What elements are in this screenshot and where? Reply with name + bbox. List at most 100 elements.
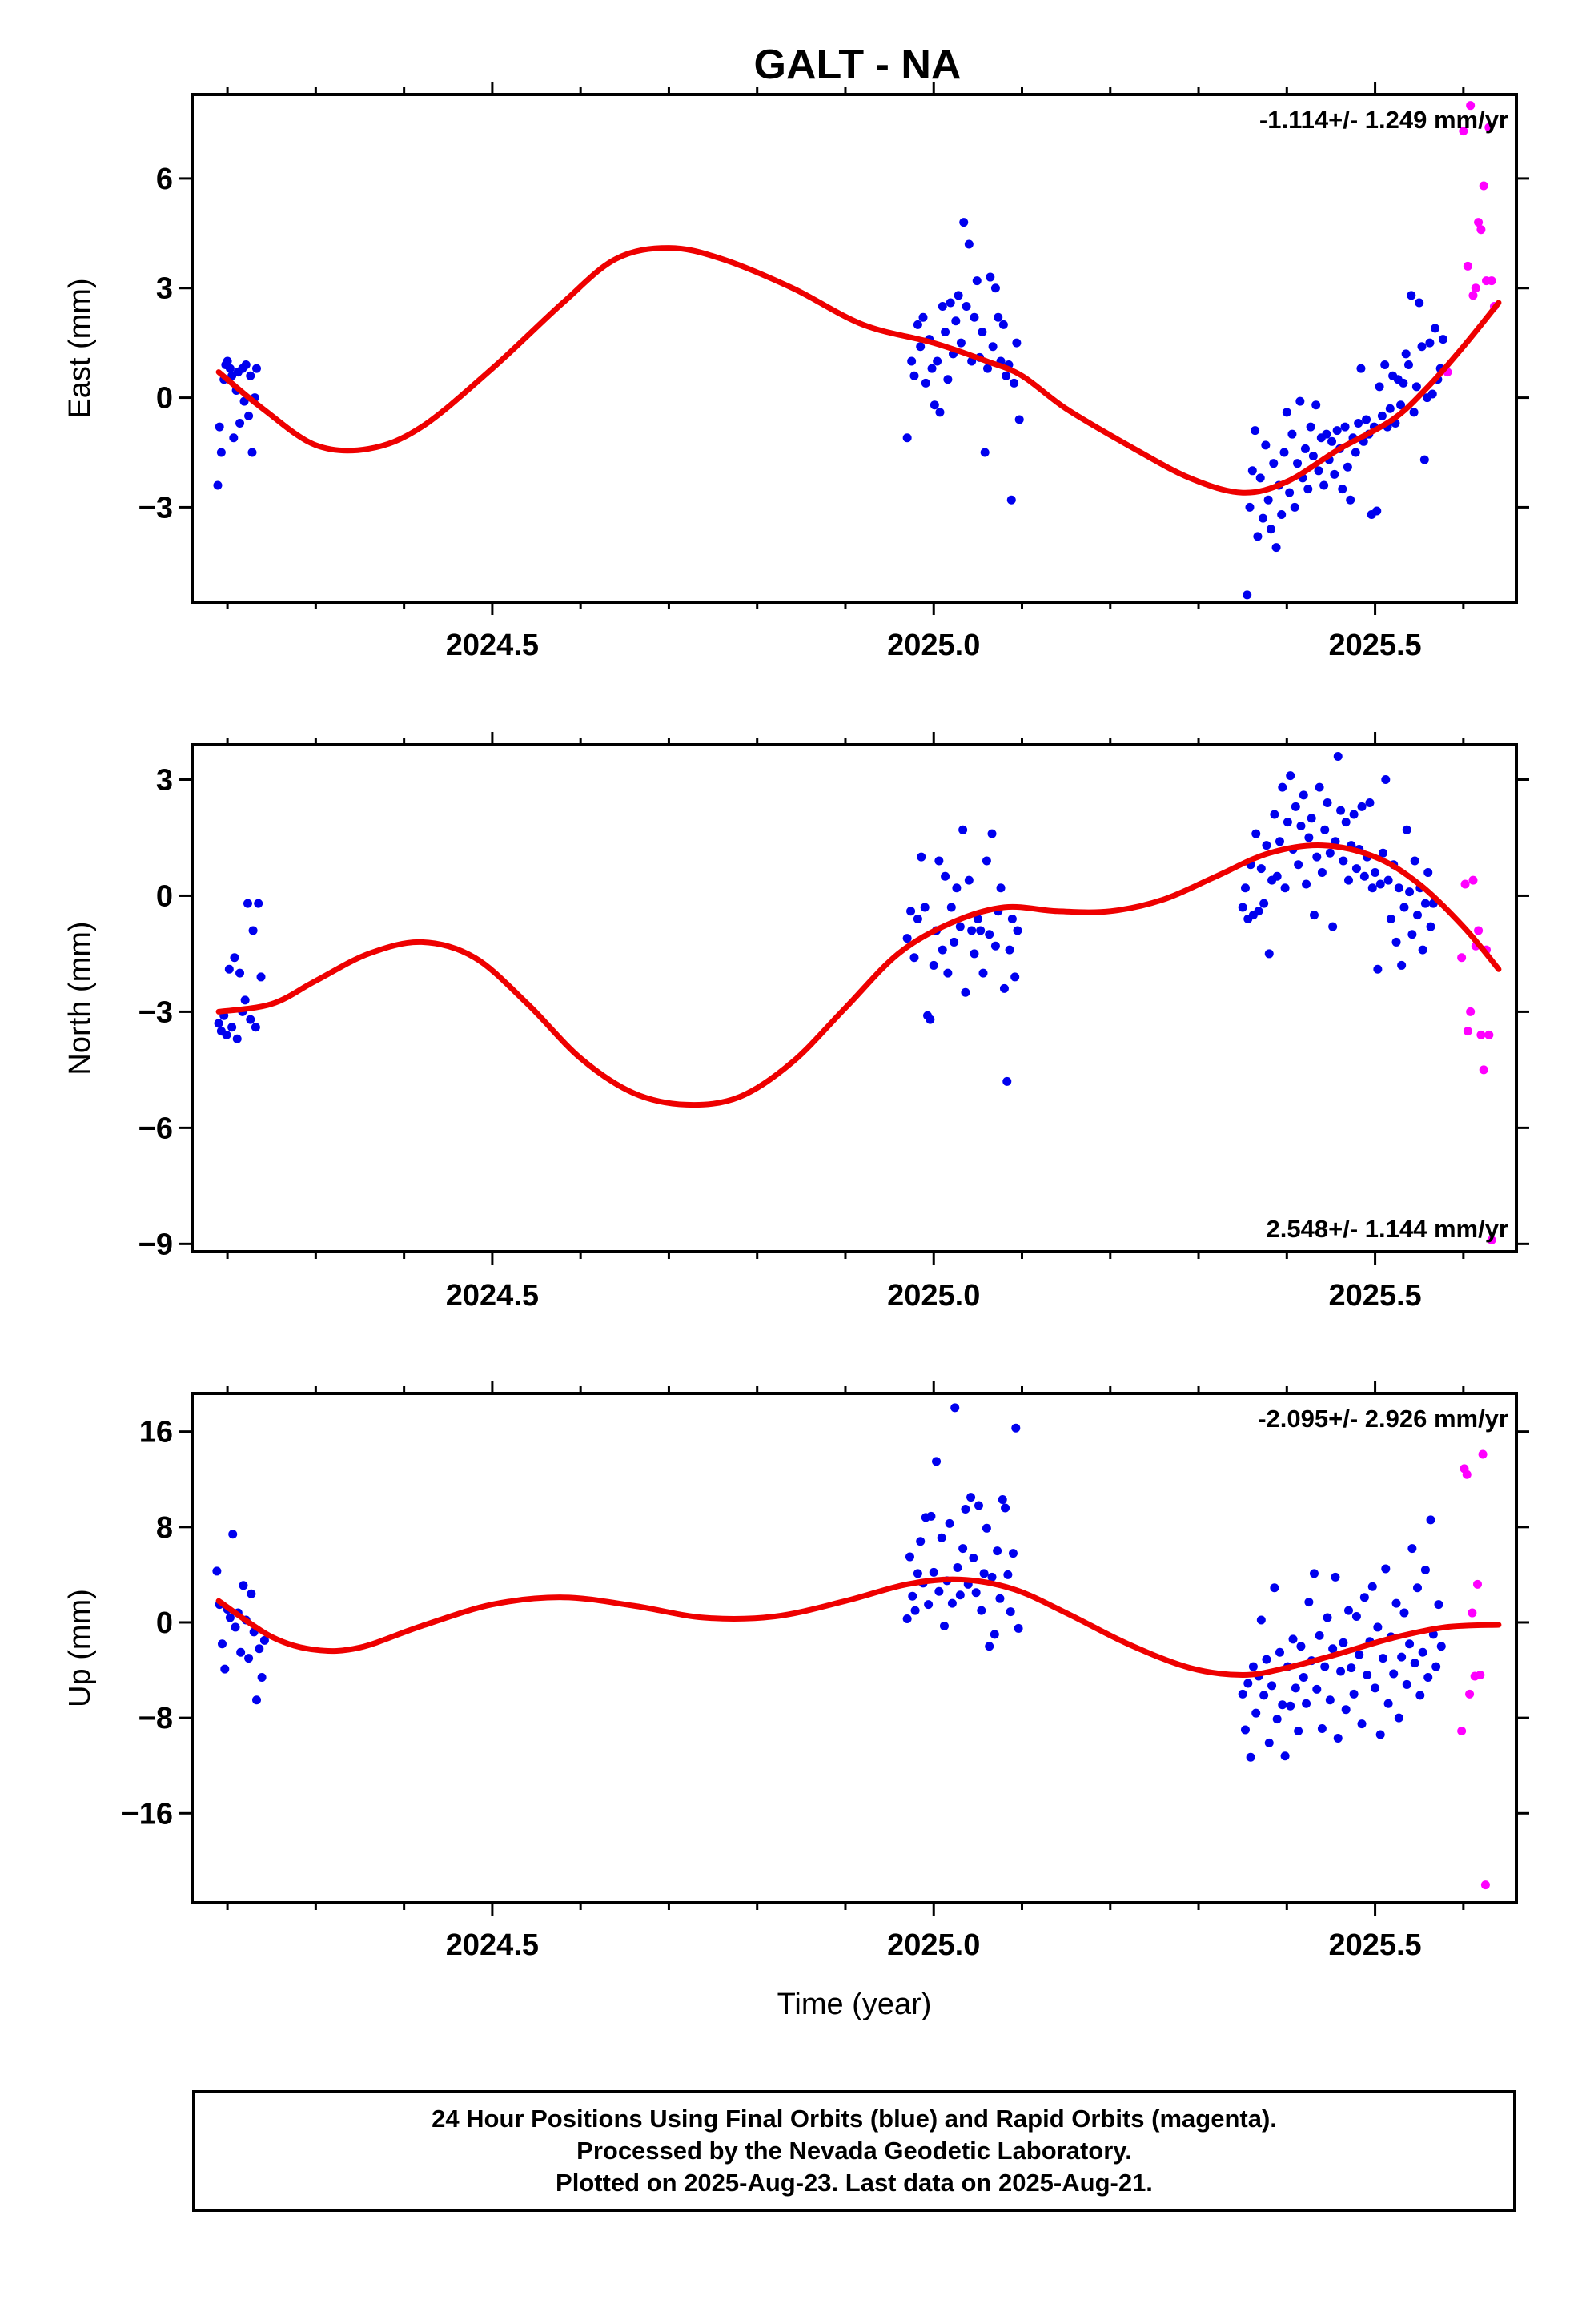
final-orbit-point	[996, 883, 1006, 893]
final-orbit-point	[982, 856, 991, 866]
rapid-orbits-series	[1457, 1449, 1490, 1890]
rapid-orbit-point	[1484, 1030, 1494, 1039]
final-orbit-point	[1308, 452, 1318, 461]
final-orbit-point	[1320, 1662, 1330, 1671]
final-orbit-point	[255, 1644, 264, 1654]
final-orbit-point	[980, 448, 990, 457]
final-orbit-point	[228, 1530, 238, 1539]
final-orbit-point	[1434, 1600, 1443, 1610]
final-orbit-point	[918, 312, 928, 322]
final-orbit-point	[1294, 1727, 1303, 1736]
rapid-orbit-point	[1468, 1608, 1477, 1618]
final-orbit-point	[1272, 871, 1282, 881]
final-orbit-point	[926, 1511, 936, 1521]
final-orbit-point	[1375, 382, 1384, 392]
final-orbit-point	[1409, 408, 1419, 417]
rapid-orbit-point	[1468, 875, 1478, 885]
final-orbit-point	[909, 953, 919, 963]
footer-line-2: Processed by the Nevada Geodetic Laborat…	[576, 2137, 1132, 2165]
final-orbit-point	[970, 312, 979, 322]
final-orbit-point	[1396, 400, 1406, 410]
final-orbit-point	[1264, 1738, 1274, 1747]
final-orbit-point	[1328, 1644, 1338, 1654]
final-orbit-point	[956, 338, 966, 348]
final-orbit-point	[1383, 1699, 1393, 1708]
final-orbit-point	[1407, 291, 1416, 300]
final-orbit-point	[1389, 1669, 1399, 1679]
rapid-orbit-point	[1476, 1030, 1486, 1039]
final-orbit-point	[1304, 1598, 1314, 1607]
final-orbit-point	[950, 1403, 960, 1413]
final-orbit-point	[212, 1566, 222, 1576]
final-orbit-point	[1299, 790, 1308, 800]
final-orbit-point	[1378, 848, 1387, 858]
final-orbit-point	[926, 1015, 935, 1024]
final-orbit-point	[1420, 899, 1430, 908]
x-tick-label: 2025.5	[1328, 1928, 1421, 1962]
final-orbit-point	[902, 1614, 912, 1624]
final-orbit-point	[935, 408, 945, 417]
final-orbit-point	[1341, 818, 1351, 827]
y-tick-label: −3	[139, 491, 173, 525]
final-orbit-point	[1248, 1662, 1258, 1671]
final-orbit-point	[1419, 455, 1429, 464]
final-orbit-point	[1363, 1671, 1372, 1680]
final-orbit-point	[1420, 1565, 1430, 1574]
final-orbit-point	[1332, 426, 1342, 436]
final-orbit-point	[953, 1562, 962, 1572]
final-orbit-point	[943, 968, 953, 978]
final-orbit-point	[1378, 1654, 1387, 1663]
final-orbit-point	[224, 964, 234, 974]
final-orbit-point	[938, 302, 947, 312]
final-orbit-point	[239, 1581, 248, 1590]
final-orbit-point	[1351, 1612, 1361, 1622]
y-tick-label: −6	[139, 1112, 173, 1145]
final-orbit-point	[1286, 1701, 1295, 1711]
final-orbit-point	[902, 934, 912, 943]
final-orbit-point	[1339, 856, 1348, 866]
final-orbit-point	[1270, 810, 1279, 819]
final-orbit-point	[985, 930, 994, 939]
final-orbit-point	[1339, 1638, 1348, 1647]
final-orbit-point	[1359, 871, 1369, 881]
final-orbit-point	[988, 342, 998, 352]
final-orbit-point	[933, 356, 942, 366]
footer-box: 24 Hour Positions Using Final Orbits (bl…	[192, 2090, 1516, 2212]
final-orbit-point	[973, 914, 982, 923]
final-orbit-point	[943, 375, 953, 384]
rapid-orbit-point	[1466, 1007, 1476, 1016]
final-orbit-point	[1285, 488, 1295, 497]
final-orbit-point	[905, 1552, 914, 1562]
final-orbit-point	[990, 941, 1000, 951]
final-orbit-point	[1325, 848, 1335, 858]
rapid-orbit-point	[1474, 926, 1484, 935]
final-orbit-point	[1002, 1076, 1012, 1086]
final-orbit-point	[1256, 864, 1266, 874]
final-orbit-point	[1405, 887, 1415, 897]
final-orbit-point	[1251, 829, 1261, 838]
y-axis-label: East (mm)	[63, 278, 97, 418]
velocity-annotation: -2.095+/- 2.926 mm/yr	[1258, 1405, 1508, 1433]
final-orbit-point	[1278, 782, 1287, 792]
final-orbit-point	[1436, 1642, 1446, 1651]
final-orbit-point	[987, 1572, 997, 1582]
final-orbits-series	[213, 218, 1447, 600]
final-orbit-point	[1011, 1423, 1021, 1433]
final-orbit-point	[231, 1622, 240, 1632]
final-orbit-point	[1407, 930, 1417, 939]
final-orbit-point	[907, 356, 917, 366]
final-orbit-point	[941, 327, 950, 336]
final-orbit-point	[1431, 324, 1440, 333]
final-orbit-point	[1418, 1647, 1427, 1657]
final-orbit-point	[1006, 495, 1016, 505]
final-orbit-point	[969, 1554, 978, 1563]
plot-area	[213, 101, 1502, 600]
final-orbit-point	[1014, 1623, 1023, 1633]
final-orbit-point	[920, 903, 930, 912]
final-orbit-point	[1373, 1622, 1383, 1632]
final-orbit-point	[223, 356, 232, 366]
final-orbit-point	[941, 871, 950, 881]
final-orbit-point	[1254, 907, 1263, 916]
final-orbit-point	[1278, 1700, 1287, 1710]
final-orbit-point	[1261, 440, 1271, 450]
